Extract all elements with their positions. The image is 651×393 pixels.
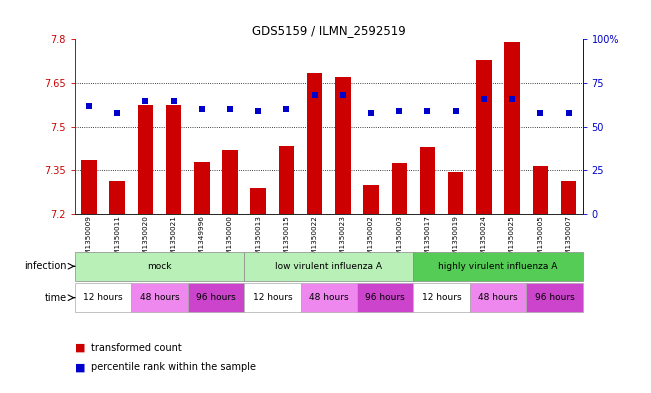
- Text: low virulent influenza A: low virulent influenza A: [275, 262, 382, 271]
- Text: 48 hours: 48 hours: [478, 293, 518, 302]
- Bar: [533, 166, 548, 214]
- Text: 96 hours: 96 hours: [196, 293, 236, 302]
- Bar: [251, 188, 266, 214]
- Bar: [476, 60, 492, 214]
- Bar: [279, 146, 294, 214]
- Bar: [391, 163, 407, 214]
- Bar: [301, 283, 357, 312]
- Bar: [307, 73, 322, 214]
- Text: 48 hours: 48 hours: [140, 293, 179, 302]
- Bar: [137, 105, 153, 214]
- Text: time: time: [44, 293, 66, 303]
- Bar: [357, 283, 413, 312]
- Bar: [132, 283, 187, 312]
- Bar: [526, 283, 583, 312]
- Text: mock: mock: [147, 262, 172, 271]
- Text: 48 hours: 48 hours: [309, 293, 348, 302]
- Bar: [109, 181, 125, 214]
- Bar: [194, 162, 210, 214]
- Title: GDS5159 / ILMN_2592519: GDS5159 / ILMN_2592519: [252, 24, 406, 37]
- Text: transformed count: transformed count: [91, 343, 182, 353]
- Bar: [505, 42, 520, 214]
- Bar: [413, 252, 583, 281]
- Bar: [222, 150, 238, 214]
- Bar: [81, 160, 97, 214]
- Text: 96 hours: 96 hours: [365, 293, 405, 302]
- Bar: [244, 252, 413, 281]
- Bar: [420, 147, 436, 214]
- Bar: [244, 283, 301, 312]
- Bar: [448, 172, 464, 214]
- Bar: [363, 185, 379, 214]
- Bar: [561, 181, 576, 214]
- Text: infection: infection: [24, 261, 66, 271]
- Bar: [335, 77, 351, 214]
- Bar: [187, 283, 244, 312]
- Bar: [75, 252, 244, 281]
- Bar: [413, 283, 470, 312]
- Text: 96 hours: 96 hours: [534, 293, 574, 302]
- Bar: [166, 105, 182, 214]
- Bar: [470, 283, 526, 312]
- Text: percentile rank within the sample: percentile rank within the sample: [91, 362, 256, 373]
- Text: highly virulent influenza A: highly virulent influenza A: [438, 262, 558, 271]
- Text: 12 hours: 12 hours: [422, 293, 462, 302]
- Text: 12 hours: 12 hours: [253, 293, 292, 302]
- Bar: [75, 283, 132, 312]
- Text: 12 hours: 12 hours: [83, 293, 123, 302]
- Text: ■: ■: [75, 343, 89, 353]
- Text: ■: ■: [75, 362, 89, 373]
